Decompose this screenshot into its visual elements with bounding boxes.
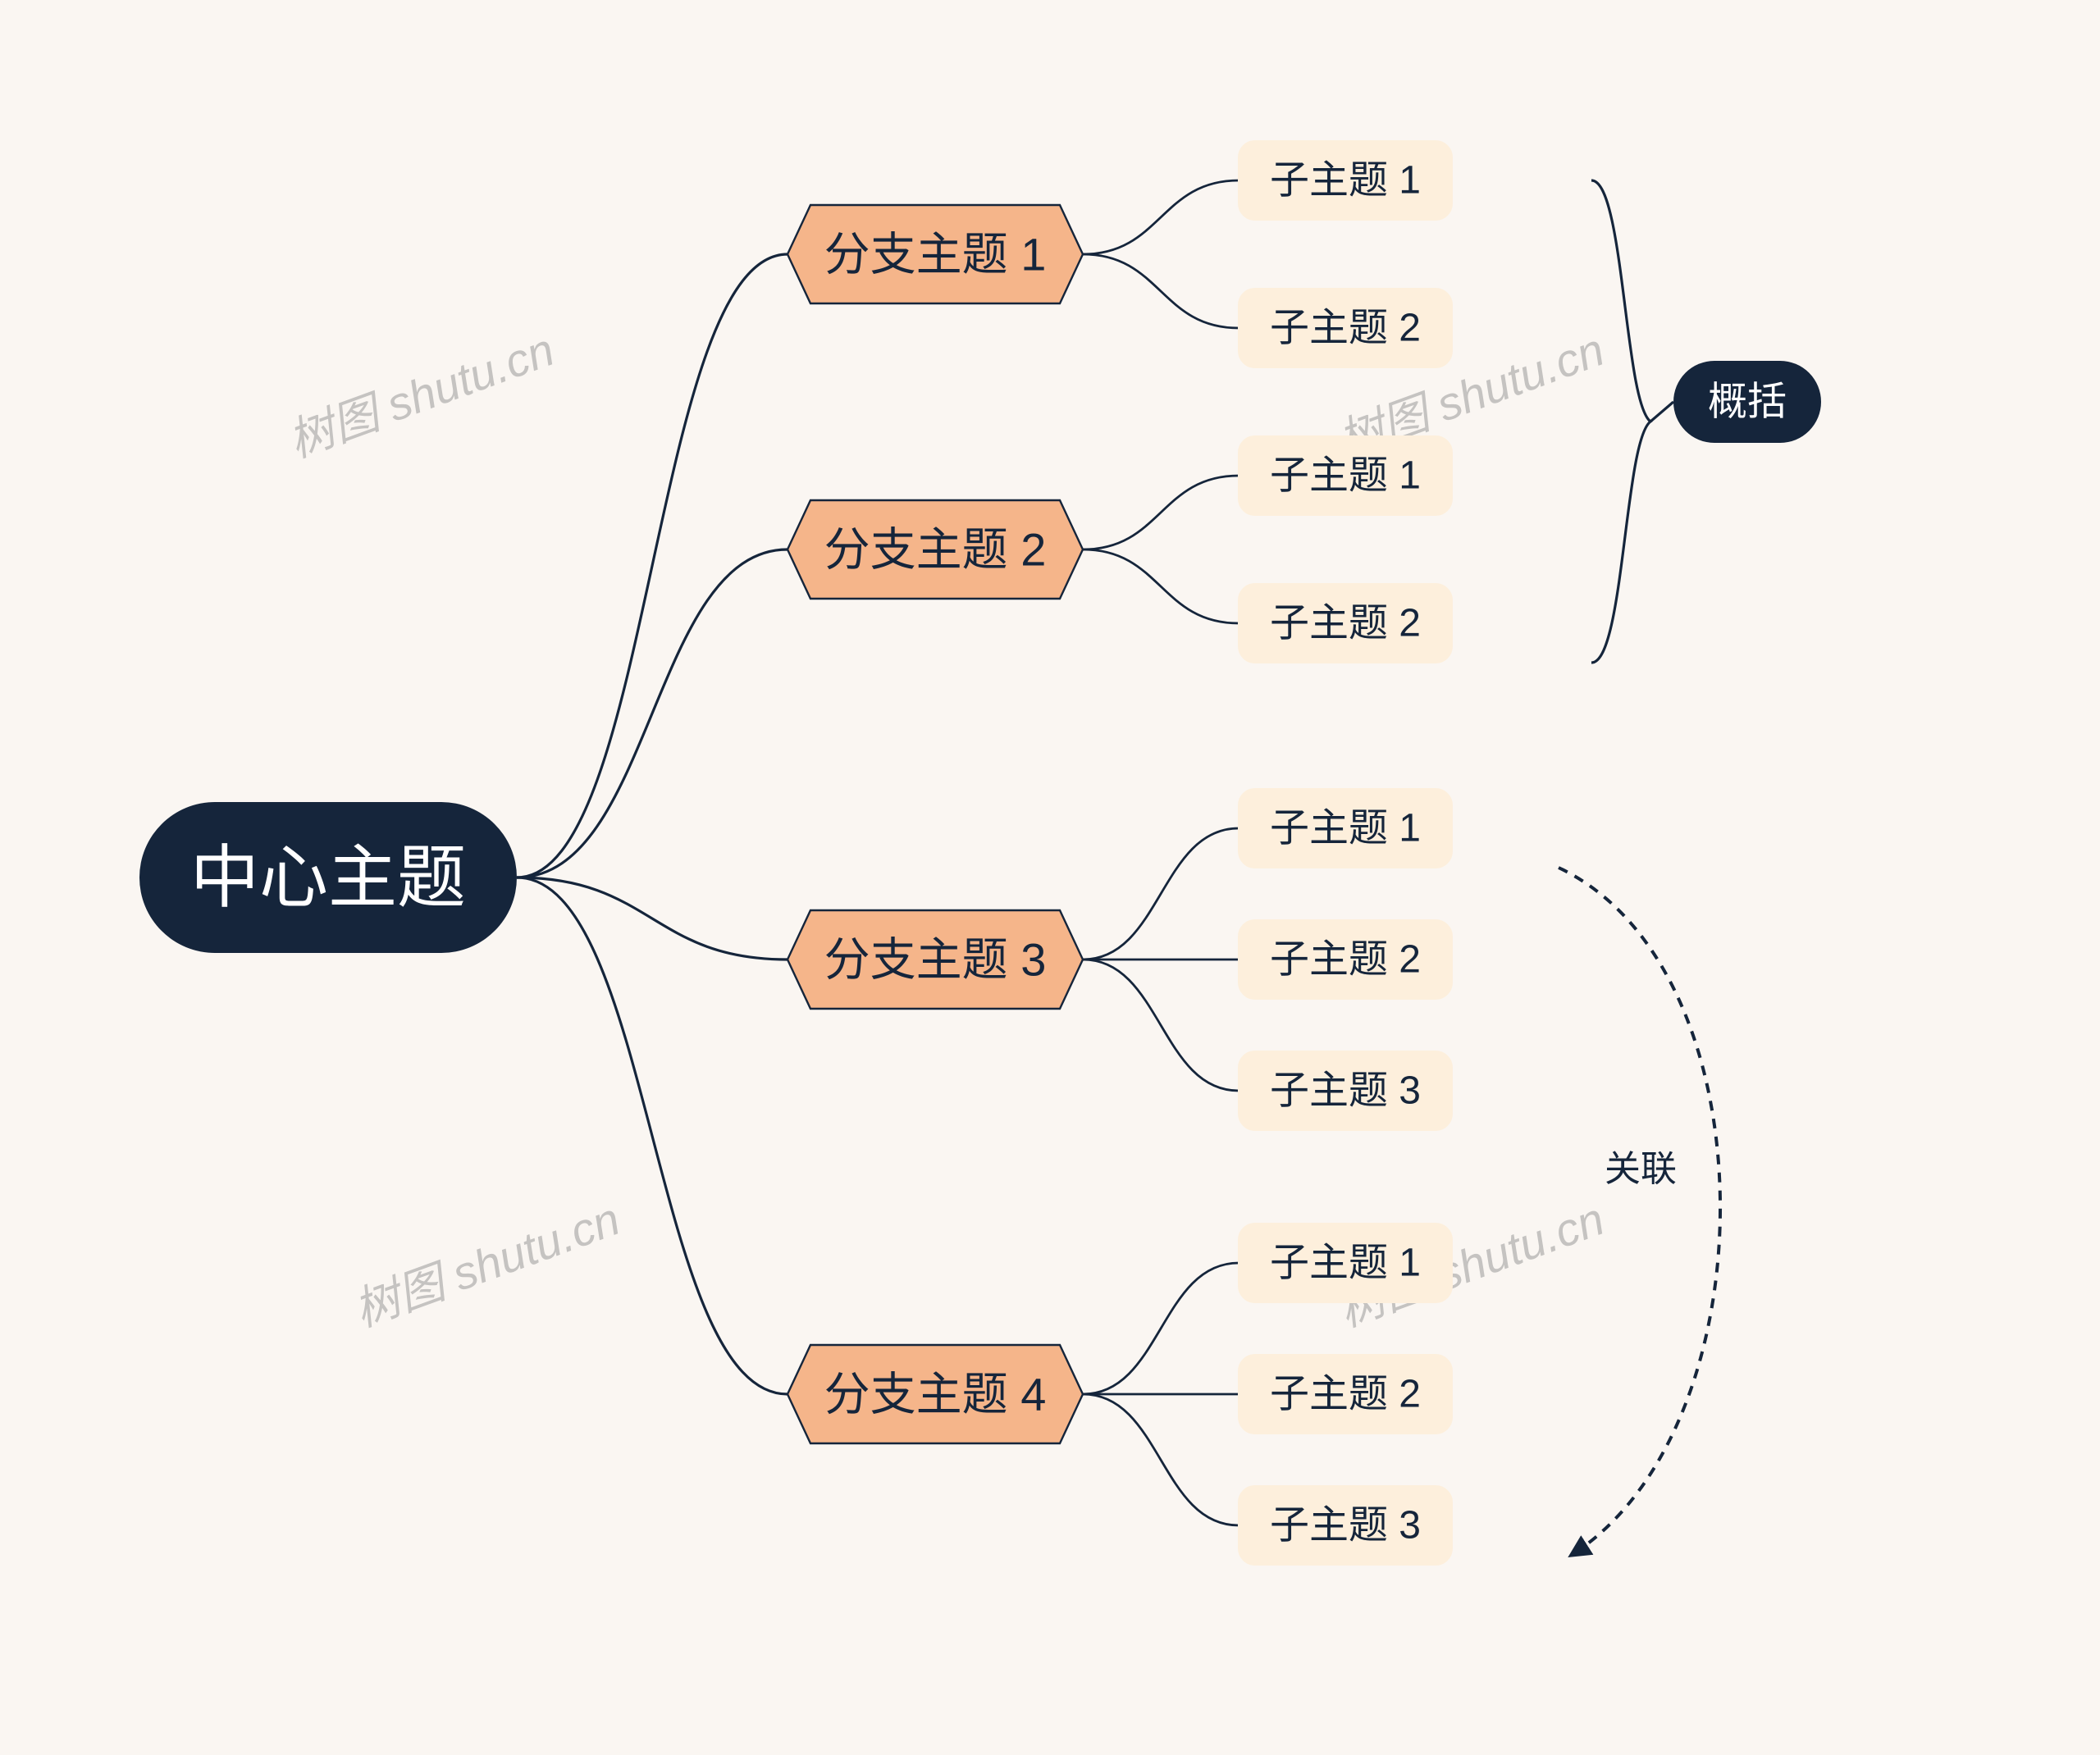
leaf-label: 子主题 1 xyxy=(1270,454,1421,497)
branch-label: 分支主题 4 xyxy=(824,1368,1047,1420)
branch-label: 分支主题 2 xyxy=(824,523,1047,575)
relation-label: 关联 xyxy=(1605,1149,1677,1189)
leaf-label: 子主题 2 xyxy=(1270,1372,1421,1415)
mindmap-diagram: 树图 shutu.cn树图 shutu.cn树图 shutu.cn树图 shut… xyxy=(0,0,2100,1755)
summary-label: 概括 xyxy=(1708,380,1787,423)
leaf-label: 子主题 3 xyxy=(1270,1069,1421,1112)
leaf-label: 子主题 1 xyxy=(1270,158,1421,202)
leaf-label: 子主题 2 xyxy=(1270,601,1421,645)
leaf-label: 子主题 2 xyxy=(1270,937,1421,981)
leaf-label: 子主题 1 xyxy=(1270,806,1421,850)
branch-label: 分支主题 3 xyxy=(824,933,1047,985)
leaf-label: 子主题 2 xyxy=(1270,306,1421,349)
leaf-label: 子主题 1 xyxy=(1270,1241,1421,1284)
root-label: 中心主题 xyxy=(190,839,466,916)
leaf-label: 子主题 3 xyxy=(1270,1503,1421,1547)
branch-label: 分支主题 1 xyxy=(824,228,1047,280)
